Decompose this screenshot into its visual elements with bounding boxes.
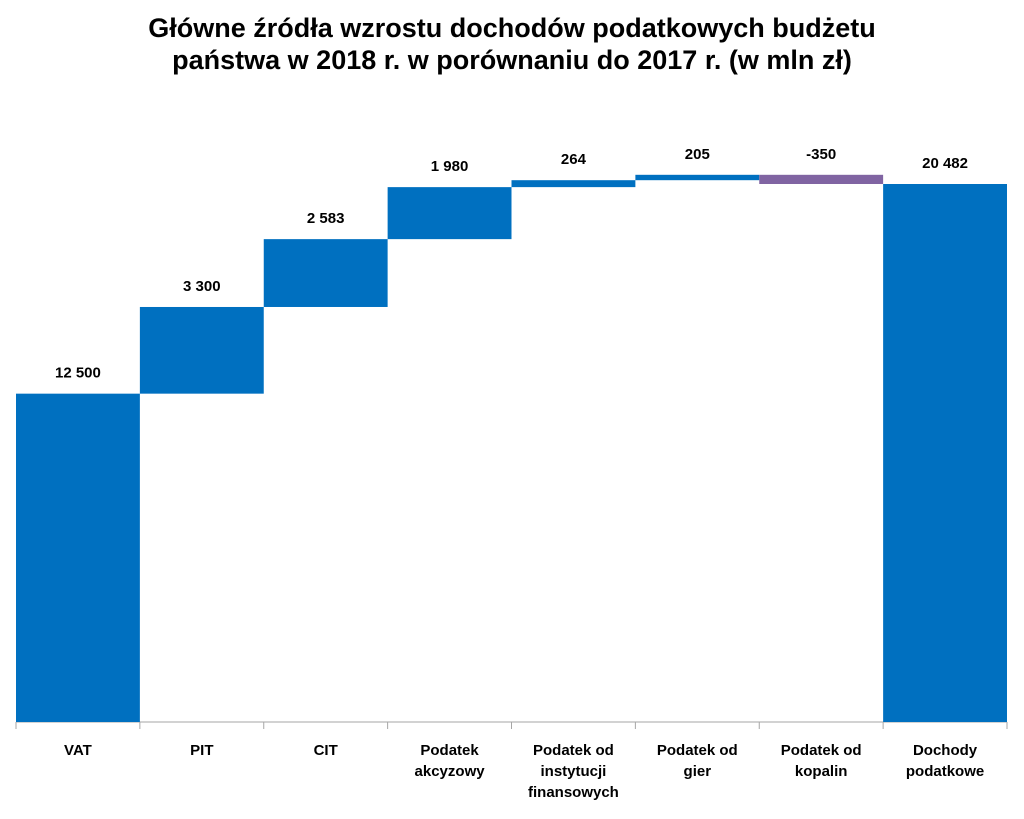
category-label: Podatek od bbox=[781, 742, 862, 759]
category-label: CIT bbox=[314, 742, 338, 759]
bar bbox=[263, 239, 388, 307]
data-label: 1 980 bbox=[431, 158, 469, 175]
data-label: -350 bbox=[806, 146, 836, 163]
chart-title: Główne źródła wzrostu dochodów podatkowy… bbox=[0, 12, 1024, 76]
category-label: Podatek od bbox=[533, 742, 614, 759]
category-label: Podatek od bbox=[657, 742, 738, 759]
bar bbox=[387, 187, 512, 240]
bar bbox=[759, 174, 884, 184]
category-label: akcyzowy bbox=[415, 763, 486, 780]
chart-title-line-2: państwa w 2018 r. w porównaniu do 2017 r… bbox=[172, 45, 852, 75]
data-label: 3 300 bbox=[183, 278, 221, 295]
category-label: podatkowe bbox=[906, 763, 984, 780]
bar bbox=[16, 393, 140, 722]
data-label: 20 482 bbox=[922, 155, 968, 172]
category-label: Dochody bbox=[913, 742, 978, 759]
category-label: gier bbox=[684, 763, 712, 780]
bar bbox=[883, 184, 1007, 722]
data-label: 2 583 bbox=[307, 210, 345, 227]
bar bbox=[511, 180, 636, 188]
category-label: finansowych bbox=[528, 784, 619, 801]
bar bbox=[139, 306, 264, 394]
chart-title-line-1: Główne źródła wzrostu dochodów podatkowy… bbox=[148, 13, 876, 43]
data-label: 12 500 bbox=[55, 365, 101, 382]
category-label: Podatek bbox=[420, 742, 479, 759]
category-label: PIT bbox=[190, 742, 213, 759]
category-label: instytucji bbox=[541, 763, 607, 780]
category-label: VAT bbox=[64, 742, 92, 759]
data-label: 205 bbox=[685, 146, 710, 163]
data-label: 264 bbox=[561, 151, 587, 168]
bar bbox=[635, 174, 760, 181]
category-label: kopalin bbox=[795, 763, 848, 780]
